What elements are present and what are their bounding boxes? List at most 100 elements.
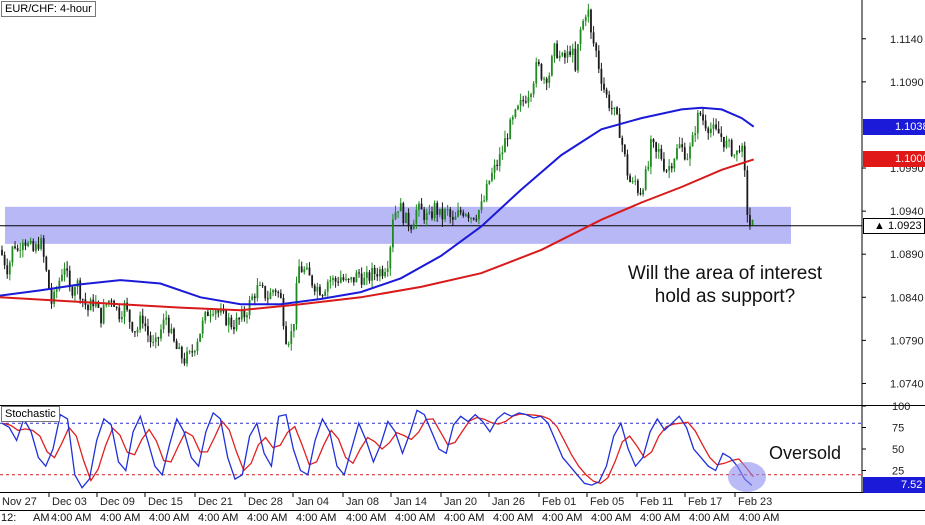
candle-body [444, 209, 446, 220]
candle-body [665, 170, 668, 172]
candle-body [308, 267, 311, 276]
time-label: Jan 08 [346, 496, 379, 508]
oversold-annotation: Oversold [768, 443, 842, 463]
bottom-time-label: 12: [1, 512, 17, 524]
moving-average-blue [0, 106, 755, 306]
candle-body [441, 208, 444, 220]
candle-body [561, 53, 564, 56]
candle-body [355, 272, 358, 283]
candle-body [326, 281, 329, 292]
candle-body [527, 97, 530, 103]
candle-body [191, 351, 194, 353]
candle-body [577, 44, 579, 71]
candle-body [392, 219, 394, 248]
candle-body [217, 310, 220, 313]
candle-body [454, 216, 457, 220]
candle-body [131, 322, 134, 332]
candle-body [214, 310, 217, 315]
candle-body [751, 219, 754, 226]
candle-body [102, 305, 105, 324]
candle-body [553, 43, 556, 57]
candle-body [332, 278, 334, 280]
candle-body [691, 135, 694, 147]
candle-body [238, 318, 241, 320]
candle-body [97, 301, 100, 308]
candle-body [584, 16, 587, 22]
candle-body [115, 306, 118, 308]
candle-body [118, 307, 121, 320]
candle-body [105, 304, 108, 306]
candle-body [233, 327, 235, 330]
price-tick-label: 1.1140 [890, 34, 923, 46]
candle-body [29, 241, 32, 243]
candle-body [350, 277, 353, 280]
candle-body [618, 114, 621, 138]
candle-body [303, 269, 306, 273]
candle-body [608, 94, 611, 109]
candle-body [733, 154, 736, 156]
candle-body [287, 343, 290, 345]
candle-body [386, 268, 389, 272]
candle-body [253, 296, 256, 299]
candle-body [266, 298, 269, 300]
candle-body [746, 170, 749, 215]
candle-body [725, 140, 728, 148]
time-label: Feb 17 [688, 496, 722, 508]
candle-body [660, 148, 663, 159]
stochastic-tick-label: 50 [892, 444, 904, 456]
candle-body [600, 68, 603, 84]
support-question-annotation: Will the area of interest hold as suppor… [627, 263, 823, 307]
bottom-time-label: 4:00 AM [739, 512, 780, 524]
candle-body [631, 181, 634, 183]
candle-body [639, 192, 642, 195]
candle-body [655, 142, 658, 152]
candle-body [66, 268, 69, 271]
candle-body [683, 147, 686, 160]
candle-body [162, 319, 165, 330]
price-tag: ▲ 1.0923 [863, 217, 925, 234]
candle-body [220, 310, 222, 313]
candle-body [475, 219, 478, 221]
candle-body [540, 63, 543, 80]
candle-body [311, 275, 314, 286]
candle-body [423, 209, 426, 220]
bottom-time-label: 4:00 AM [444, 512, 485, 524]
candle-body [209, 314, 212, 316]
candle-body [173, 328, 175, 342]
candle-body [313, 285, 316, 292]
candle-body [399, 203, 402, 212]
candle-body [647, 166, 650, 170]
candle-body [436, 203, 439, 215]
candle-body [261, 284, 264, 287]
candle-body [467, 214, 470, 218]
time-label: Jan 14 [394, 496, 427, 508]
candle-body [514, 109, 517, 118]
candle-body [183, 358, 186, 364]
candle-body [371, 267, 373, 281]
candle-body [256, 285, 259, 299]
stochastic-tick-label: 75 [892, 423, 904, 435]
candle-body [564, 53, 566, 58]
bottom-time-label: 4:00 AM [640, 512, 681, 524]
candle-body [165, 317, 168, 320]
candle-body [136, 329, 139, 333]
bottom-time-label: 4:00 AM [493, 512, 534, 524]
candle-body [53, 291, 56, 304]
candle-body [298, 266, 300, 284]
stochastic-value-tag: 7.52 [863, 476, 925, 493]
candle-body [579, 29, 582, 45]
candle-body [519, 99, 522, 106]
candle-body [321, 295, 324, 297]
candle-body [415, 209, 418, 224]
candle-body [545, 78, 548, 83]
candle-body [63, 268, 66, 275]
candle-body [152, 341, 155, 343]
candle-body [34, 244, 37, 251]
candle-body [532, 83, 535, 95]
candle-body [730, 140, 733, 156]
candle-body [582, 21, 585, 30]
time-label: Jan 04 [296, 496, 329, 508]
price-tick-label: 1.0790 [890, 335, 924, 347]
candle-body [365, 272, 368, 278]
